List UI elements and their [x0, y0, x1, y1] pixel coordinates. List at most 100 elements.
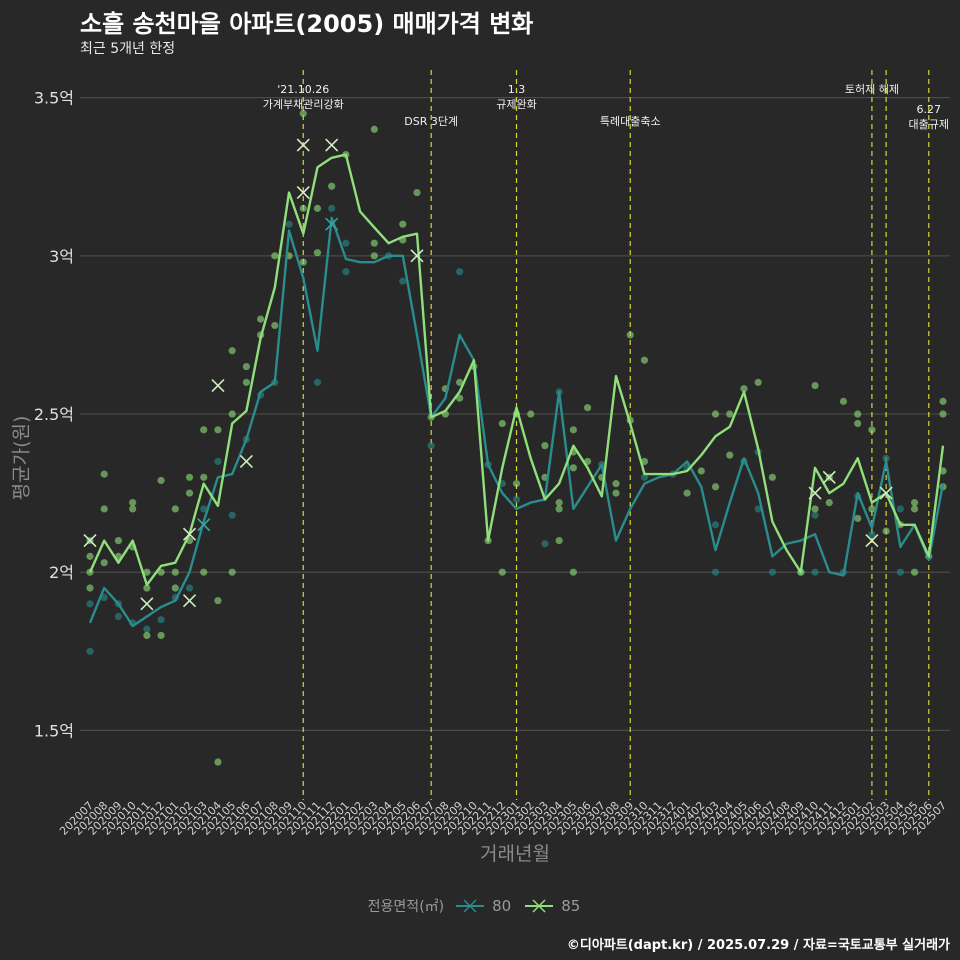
data-point-85	[86, 552, 94, 560]
data-point-80	[456, 268, 464, 276]
data-point-80	[86, 647, 94, 655]
data-point-85	[171, 584, 179, 592]
cross-markers	[83, 138, 893, 611]
data-point-85	[143, 584, 151, 592]
data-point-80	[143, 625, 151, 633]
data-point-85	[711, 483, 720, 491]
data-point-85	[214, 758, 222, 766]
cross-marker-85	[808, 486, 822, 500]
data-point-80	[868, 530, 876, 538]
data-point-80	[640, 473, 649, 481]
data-point-80	[285, 220, 293, 228]
cross-marker-85	[879, 486, 893, 500]
data-point-85	[555, 536, 563, 545]
event-label: 규제완화	[496, 98, 536, 111]
data-point-85	[854, 410, 862, 418]
data-point-85	[370, 252, 378, 260]
data-point-85	[711, 410, 720, 418]
data-point-85	[185, 489, 194, 497]
data-point-80	[313, 378, 322, 386]
data-point-80	[541, 540, 549, 548]
data-point-85	[939, 467, 947, 475]
data-point-85	[271, 321, 279, 330]
data-point-85	[171, 568, 179, 576]
source-caption: ©디아파트(dapt.kr) / 2025.07.29 / 자료=국토교통부 실…	[566, 938, 950, 953]
data-point-80	[896, 505, 904, 513]
series-line-85	[88, 153, 945, 587]
data-point-85	[697, 467, 705, 475]
chart-title: 소흘 송천마을 아파트(2005) 매매가격 변화	[80, 10, 534, 38]
data-point-80	[811, 568, 819, 576]
data-point-80	[342, 268, 350, 276]
data-point-85	[114, 536, 123, 545]
data-point-85	[512, 480, 521, 488]
data-point-85	[129, 505, 137, 513]
data-point-85	[768, 473, 777, 481]
data-point-85	[825, 499, 833, 507]
data-point-80	[157, 616, 165, 624]
data-point-85	[399, 220, 407, 228]
data-point-85	[299, 204, 307, 212]
chart-subtitle: 최근 5개년 한정	[80, 41, 176, 57]
data-point-85	[555, 505, 563, 513]
data-point-85	[754, 378, 762, 386]
data-point-85	[726, 410, 734, 418]
x-axis-title: 거래년월	[480, 843, 550, 865]
event-label: 1.3	[508, 83, 526, 96]
data-point-85	[214, 597, 222, 605]
cross-marker-85	[865, 534, 879, 548]
data-point-80	[768, 568, 777, 576]
data-point-80	[185, 584, 194, 592]
event-label: 특례대출축소	[600, 115, 661, 128]
event-label: DSR 3단계	[404, 115, 458, 128]
cross-marker-80	[325, 217, 339, 231]
data-point-85	[271, 252, 279, 260]
cross-marker-85	[239, 454, 253, 469]
data-point-85	[569, 426, 577, 434]
data-point-85	[157, 631, 165, 640]
data-point-85	[839, 397, 848, 405]
data-point-85	[86, 584, 94, 592]
data-point-85	[228, 410, 236, 418]
y-tick-label: 1.5억	[34, 721, 74, 740]
data-point-85	[200, 426, 208, 434]
cross-marker-85	[325, 138, 339, 152]
legend: 전용면적(㎡) 80 85	[0, 896, 960, 916]
data-point-85	[185, 473, 194, 481]
legend-key-80	[456, 899, 485, 913]
event-label: '21.10.26	[277, 83, 329, 96]
y-axis-title: 평균가(원)	[10, 415, 33, 501]
data-point-85	[313, 249, 322, 257]
data-point-85	[555, 499, 563, 507]
transaction-points	[86, 109, 947, 766]
data-point-85	[910, 568, 919, 576]
data-point-85	[299, 258, 307, 266]
data-point-80	[342, 239, 350, 247]
data-point-85	[214, 426, 222, 434]
data-point-85	[626, 331, 634, 339]
data-point-85	[413, 188, 421, 197]
legend-label-80: 80	[492, 897, 512, 915]
data-point-85	[939, 410, 947, 418]
data-point-80	[228, 511, 236, 519]
data-point-85	[143, 568, 151, 576]
data-point-85	[242, 362, 250, 371]
data-point-85	[583, 404, 592, 412]
axis-labels: 1.5억2억2.5억3억3.5억202007202008202009202010…	[34, 89, 949, 838]
data-point-85	[811, 381, 819, 390]
grid-lines	[80, 97, 950, 731]
data-point-80	[754, 505, 762, 513]
data-point-85	[811, 505, 819, 513]
data-point-85	[370, 125, 378, 133]
cross-marker-85	[211, 378, 225, 393]
data-point-85	[228, 347, 236, 355]
data-point-80	[114, 612, 123, 621]
cross-marker-85	[182, 527, 197, 541]
data-point-85	[527, 410, 535, 418]
data-point-85	[640, 356, 649, 364]
event-label: 가계부채관리강화	[263, 98, 344, 111]
data-point-85	[882, 527, 890, 535]
data-point-85	[541, 442, 549, 450]
data-point-85	[569, 568, 577, 576]
